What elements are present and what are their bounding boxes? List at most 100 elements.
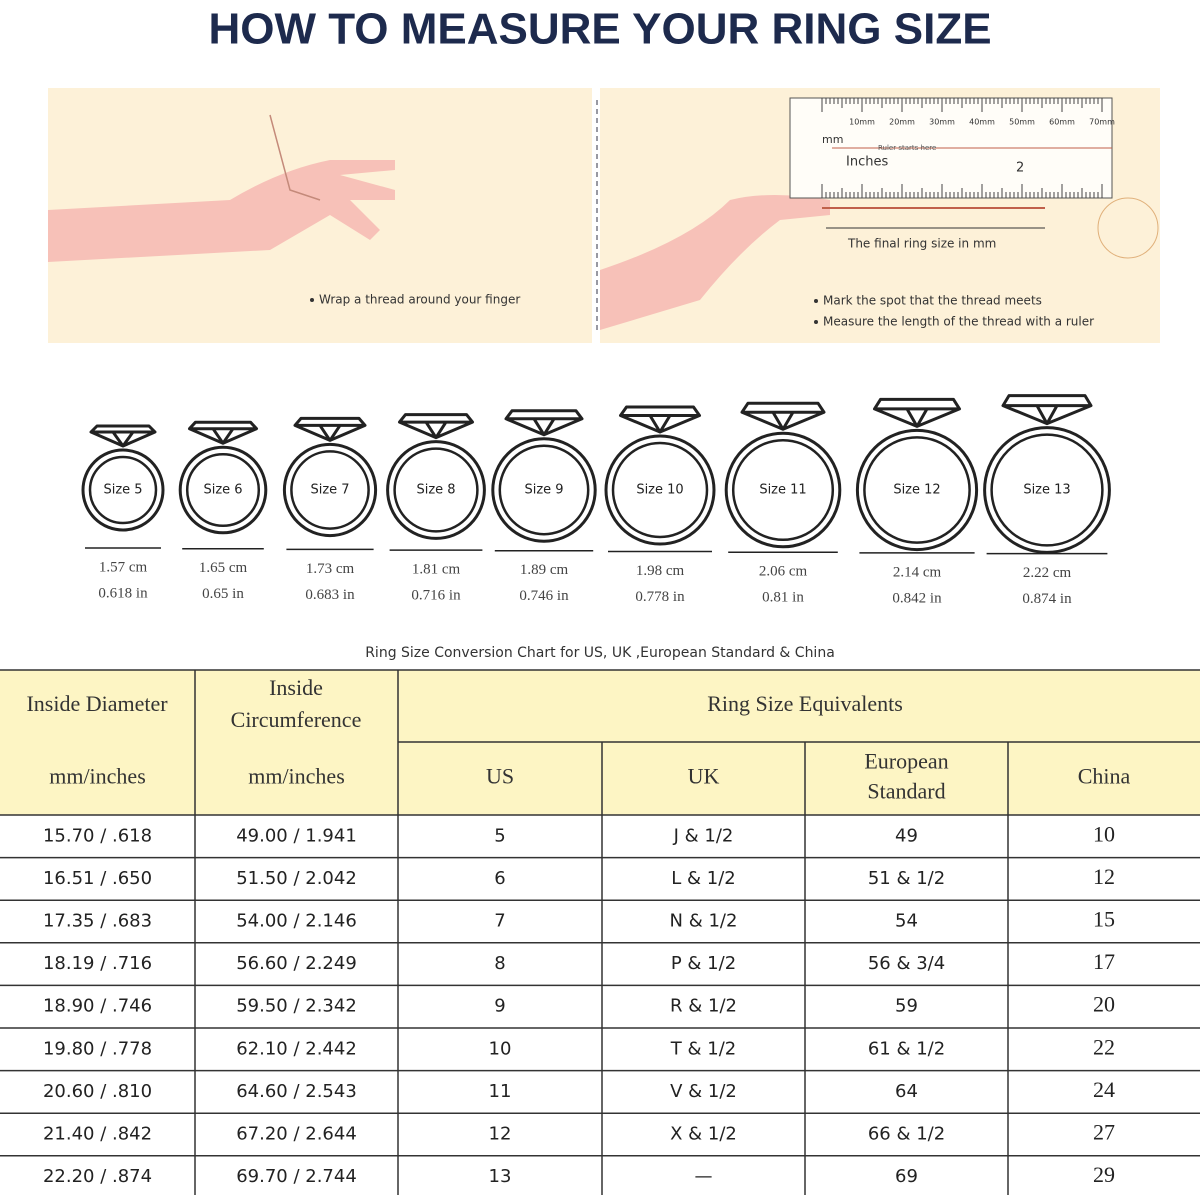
ring-inner xyxy=(990,433,1104,547)
table: Inside Diameter Inside Circumference Ring S… xyxy=(0,669,1200,1195)
cell: 54 xyxy=(895,911,918,932)
hand-left xyxy=(48,160,395,262)
ring-inch: 0.65 in xyxy=(202,586,244,602)
ring-label: Size 12 xyxy=(893,483,940,498)
cell: 69 xyxy=(895,1166,918,1187)
cell: 19.80 / .778 xyxy=(43,1038,152,1059)
ring-cm: 1.65 cm xyxy=(199,560,248,576)
cell: 12 xyxy=(1093,864,1115,889)
diamond xyxy=(188,420,258,445)
group-header: Inside Circumference xyxy=(231,675,362,732)
cell: 66 & 1/2 xyxy=(868,1124,945,1145)
ruler-final: The final ring size in mm xyxy=(847,237,996,251)
group-header: Inside Diameter xyxy=(26,691,168,716)
thread xyxy=(269,114,321,201)
cell: 51 & 1/2 xyxy=(868,868,945,889)
cell: 22 xyxy=(1093,1034,1115,1059)
column-header: UK xyxy=(688,764,720,789)
cell: 12 xyxy=(489,1124,512,1145)
cell: 67.20 / 2.644 xyxy=(236,1124,357,1145)
cell: 29 xyxy=(1093,1162,1115,1187)
cell: 18.19 / .716 xyxy=(43,953,152,974)
ruler-mm: mm xyxy=(822,133,843,146)
ruler-inches: Inches xyxy=(846,155,888,170)
column-header: European Standard xyxy=(864,749,948,804)
cell: L & 1/2 xyxy=(671,868,735,889)
rings: Size 5 1.57 cm 0.618 in Size 6 1.65 cm 0.65 i… xyxy=(81,394,1111,607)
cell: 9 xyxy=(494,996,505,1017)
ring-cm: 2.06 cm xyxy=(759,564,808,580)
cell: 49 xyxy=(895,825,918,846)
ring-inner xyxy=(393,447,479,533)
cell: 20 xyxy=(1093,992,1115,1017)
ring-cm: 1.73 cm xyxy=(306,561,355,577)
ring-outer xyxy=(81,448,165,532)
ring-inner xyxy=(731,438,835,542)
cell: 6 xyxy=(494,868,505,889)
column-header: US xyxy=(486,764,514,789)
cell: 10 xyxy=(489,1038,512,1059)
ring-outer xyxy=(491,437,597,543)
ring-label: Size 10 xyxy=(636,483,683,498)
ring-inner xyxy=(185,452,261,528)
ring-label: Size 5 xyxy=(103,483,142,498)
diamond xyxy=(89,424,157,448)
ruler-label: 40mm xyxy=(969,118,995,127)
cell: 18.90 / .746 xyxy=(43,996,152,1017)
cell: 17.35 / .683 xyxy=(43,911,152,932)
cell: 13 xyxy=(489,1166,512,1187)
diamond xyxy=(873,397,961,428)
cell: 54.00 / 2.146 xyxy=(236,911,357,932)
ring-inner xyxy=(498,444,590,536)
diamond xyxy=(740,401,826,431)
cell: 21.40 / .842 xyxy=(43,1124,152,1145)
bullet xyxy=(310,298,314,302)
cell: P & 1/2 xyxy=(671,953,736,974)
ring-label: Size 11 xyxy=(759,483,806,498)
cell: J & 1/2 xyxy=(673,825,734,846)
ring-inch: 0.874 in xyxy=(1022,591,1072,607)
ring-inch: 0.81 in xyxy=(762,590,804,606)
cell: 16.51 / .650 xyxy=(43,868,152,889)
ring-cm: 2.14 cm xyxy=(893,564,942,580)
cell: 56 & 3/4 xyxy=(868,953,945,974)
steps: Wrap a thread around your finger Mark the… xyxy=(310,293,1094,329)
ring-label: Size 9 xyxy=(524,483,563,498)
ruler-inch-mark: 2 xyxy=(1016,161,1024,176)
title: HOW TO MEASURE YOUR RING SIZE xyxy=(208,5,991,54)
cell: 51.50 / 2.042 xyxy=(236,868,357,889)
ring-outer xyxy=(855,428,979,552)
ring-inch: 0.683 in xyxy=(305,587,355,603)
ruler-start: Ruler starts here xyxy=(878,144,936,152)
ring-cm: 1.98 cm xyxy=(636,563,685,579)
column-header: mm/inches xyxy=(49,764,146,789)
column-header: mm/inches xyxy=(248,764,345,789)
cell: T & 1/2 xyxy=(670,1038,736,1059)
diamond xyxy=(504,409,584,437)
cell: X & 1/2 xyxy=(670,1124,737,1145)
ring-inch: 0.778 in xyxy=(635,589,685,605)
cell: N & 1/2 xyxy=(670,911,738,932)
ring-outer xyxy=(282,442,378,538)
ring-cm: 1.81 cm xyxy=(412,562,461,578)
cell: 15.70 / .618 xyxy=(43,825,152,846)
ring-cm: 1.89 cm xyxy=(520,562,569,578)
cell: 7 xyxy=(494,911,505,932)
ring-outer xyxy=(386,440,486,540)
cell: 62.10 / 2.442 xyxy=(236,1038,357,1059)
ring-label: Size 6 xyxy=(203,483,242,498)
ring-label: Size 13 xyxy=(1023,483,1070,498)
hand-right xyxy=(600,195,830,330)
ruler-label: 70mm xyxy=(1089,118,1115,127)
cell: 56.60 / 2.249 xyxy=(236,953,357,974)
cell: R & 1/2 xyxy=(670,996,737,1017)
ring-outer xyxy=(604,434,716,546)
ruler-label: 60mm xyxy=(1049,118,1075,127)
bullet xyxy=(814,320,818,324)
cell: 10 xyxy=(1093,821,1115,846)
ring-cm: 1.57 cm xyxy=(99,559,148,575)
cell: 61 & 1/2 xyxy=(868,1038,945,1059)
ring-inch: 0.746 in xyxy=(519,588,569,604)
cell: 59.50 / 2.342 xyxy=(236,996,357,1017)
